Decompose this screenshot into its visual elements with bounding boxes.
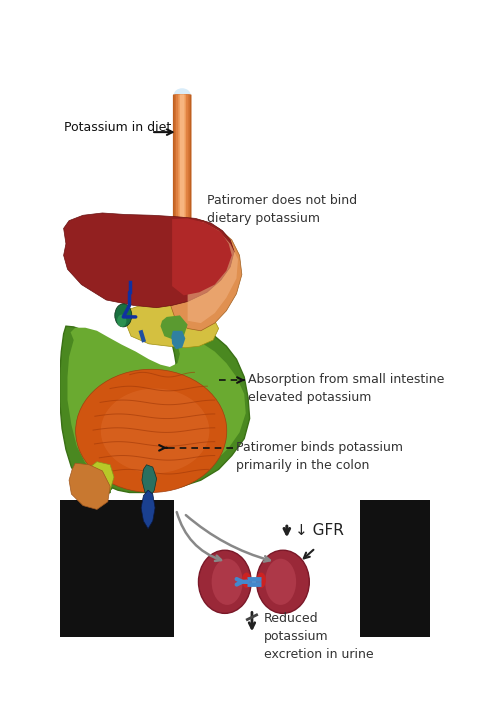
- Polygon shape: [69, 463, 110, 509]
- FancyBboxPatch shape: [180, 95, 185, 329]
- Bar: [174, 494, 360, 637]
- FancyBboxPatch shape: [176, 95, 188, 329]
- Text: Reduced
potassium
excretion in urine: Reduced potassium excretion in urine: [263, 612, 373, 661]
- Ellipse shape: [117, 314, 126, 327]
- Text: ↓ GFR: ↓ GFR: [294, 523, 344, 538]
- Ellipse shape: [76, 369, 227, 493]
- Ellipse shape: [265, 558, 296, 605]
- Polygon shape: [170, 218, 242, 331]
- Bar: [360, 500, 430, 637]
- Ellipse shape: [212, 558, 243, 605]
- Ellipse shape: [101, 389, 209, 473]
- FancyBboxPatch shape: [174, 95, 190, 329]
- Ellipse shape: [242, 573, 251, 588]
- Text: Patiromer binds potassium
primarily in the colon: Patiromer binds potassium primarily in t…: [237, 441, 403, 472]
- Polygon shape: [67, 328, 246, 485]
- Text: Absorption from small intestine
elevated potassium: Absorption from small intestine elevated…: [248, 373, 445, 404]
- Polygon shape: [172, 218, 232, 296]
- Polygon shape: [142, 465, 157, 498]
- Polygon shape: [141, 490, 155, 528]
- Polygon shape: [188, 221, 238, 323]
- Polygon shape: [60, 326, 250, 494]
- Ellipse shape: [174, 88, 191, 102]
- Polygon shape: [64, 213, 234, 308]
- Text: Patiromer does not bind
dietary potassium: Patiromer does not bind dietary potassiu…: [207, 194, 357, 225]
- Polygon shape: [126, 300, 218, 348]
- Bar: [174, 633, 360, 637]
- Ellipse shape: [257, 550, 309, 614]
- Polygon shape: [171, 331, 185, 349]
- Ellipse shape: [257, 573, 266, 588]
- Polygon shape: [87, 462, 114, 498]
- FancyBboxPatch shape: [178, 95, 186, 329]
- Ellipse shape: [198, 550, 251, 614]
- Polygon shape: [161, 315, 188, 340]
- Ellipse shape: [115, 304, 132, 327]
- Text: Potassium in diet: Potassium in diet: [64, 120, 171, 134]
- FancyBboxPatch shape: [173, 95, 192, 329]
- Bar: [60, 500, 174, 637]
